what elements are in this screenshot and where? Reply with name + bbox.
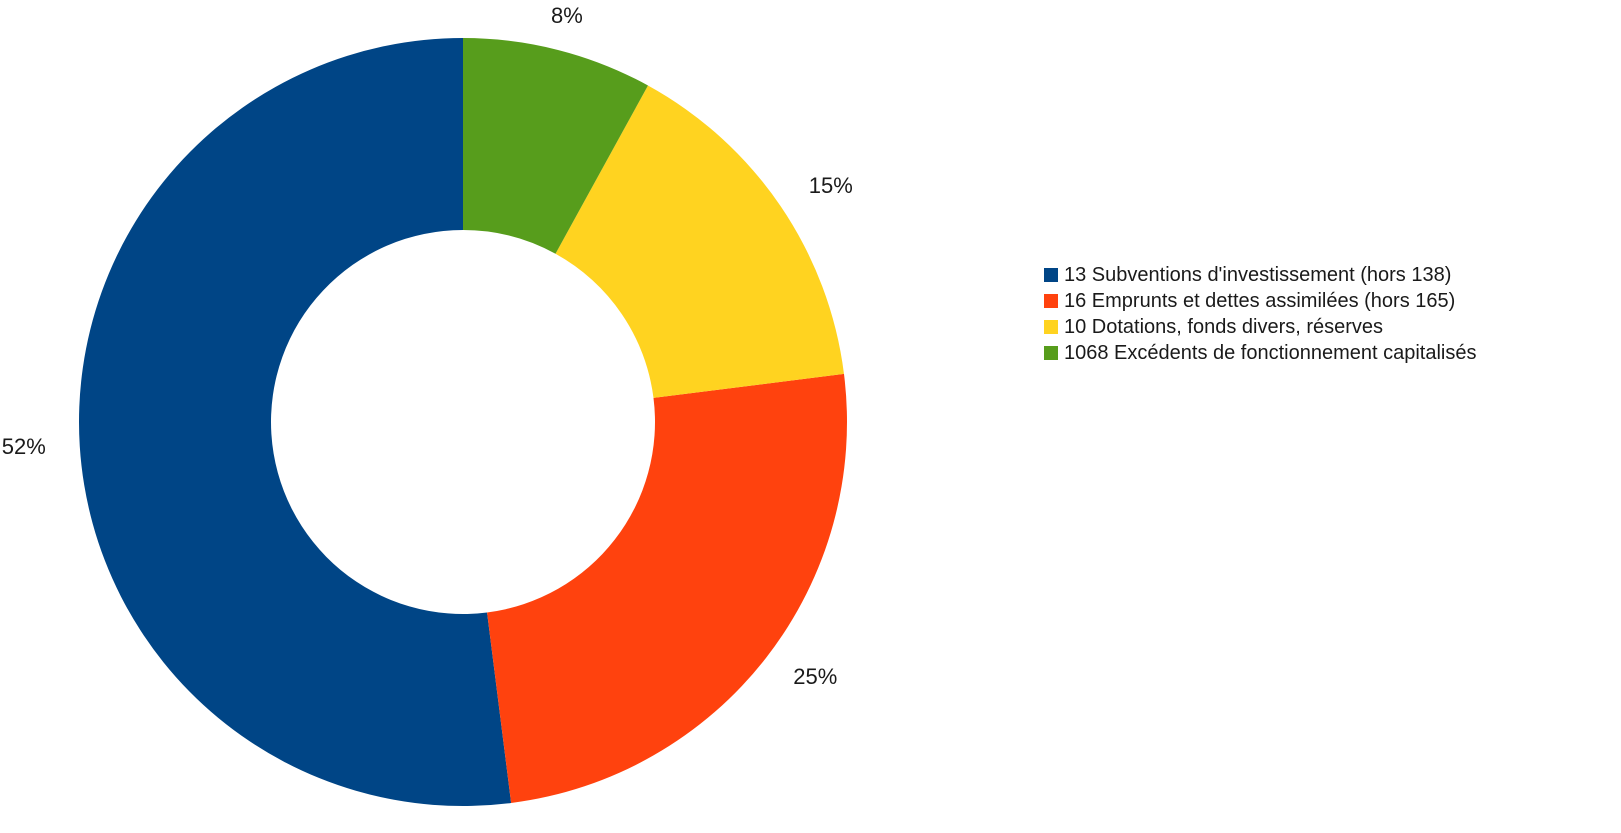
legend-item: 16 Emprunts et dettes assimilées (hors 1…	[1044, 288, 1614, 314]
legend-item: 1068 Excédents de fonctionnement capital…	[1044, 340, 1614, 366]
legend-swatch	[1044, 268, 1058, 282]
legend-swatch	[1044, 346, 1058, 360]
legend-label: 1068 Excédents de fonctionnement capital…	[1064, 342, 1477, 364]
legend-swatch	[1044, 294, 1058, 308]
legend: 13 Subventions d'investissement (hors 13…	[1044, 262, 1614, 366]
legend-label: 16 Emprunts et dettes assimilées (hors 1…	[1064, 290, 1456, 312]
slice-label-4: 8%	[551, 3, 583, 28]
donut-slice-3	[555, 85, 844, 398]
labels-layer: 52% 25% 15% 8%	[2, 3, 853, 689]
legend-item: 13 Subventions d'investissement (hors 13…	[1044, 262, 1614, 288]
donut-slice-2	[487, 373, 848, 803]
slice-label-2: 25%	[793, 664, 837, 689]
legend-item: 10 Dotations, fonds divers, réserves	[1044, 314, 1614, 340]
donut-slice-1	[79, 38, 512, 806]
legend-swatch	[1044, 320, 1058, 334]
legend-label: 10 Dotations, fonds divers, réserves	[1064, 316, 1384, 338]
slice-label-3: 15%	[809, 173, 853, 198]
donut-slice-4	[463, 38, 648, 254]
slices-layer	[79, 38, 848, 806]
slice-label-1: 52%	[2, 434, 46, 459]
legend-label: 13 Subventions d'investissement (hors 13…	[1064, 264, 1452, 286]
